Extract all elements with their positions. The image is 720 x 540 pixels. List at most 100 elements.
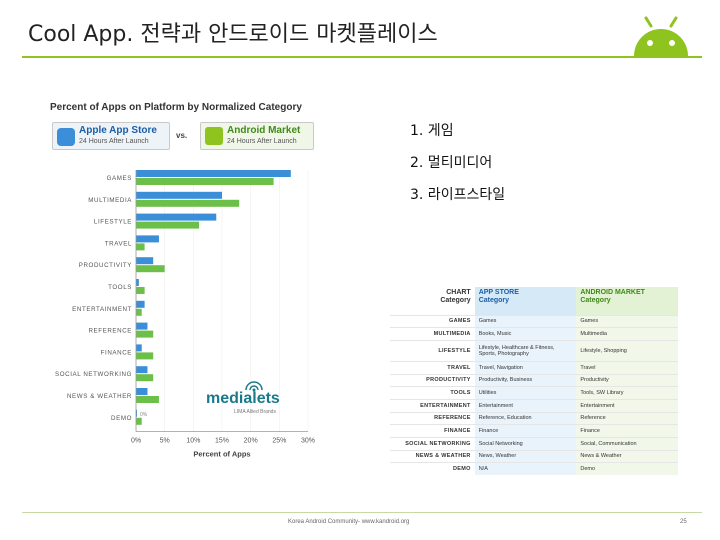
- android-robot-icon: [634, 16, 688, 56]
- category-rank-list: 1. 게임 2. 멀티미디어 3. 라이프스타일: [410, 120, 505, 216]
- row-chart-category: PRODUCTIVITY: [390, 373, 475, 387]
- category-label: TOOLS: [108, 284, 132, 291]
- tick-label: 25%: [272, 438, 286, 445]
- row-chart-category: FINANCE: [390, 424, 475, 438]
- table-header-row: CHART Category APP STORE Category ANDROI…: [390, 287, 678, 315]
- table-row: TOOLS Utilities Tools, SW Library: [390, 386, 678, 400]
- row-android-category: Tools, SW Library: [576, 386, 678, 400]
- apple-bar: [136, 366, 148, 374]
- row-chart-category: MULTIMEDIA: [390, 327, 475, 341]
- table-row: SOCIAL NETWORKING Social Networking Social…: [390, 437, 678, 451]
- apple-bar: [136, 279, 139, 286]
- tick-label: 15%: [215, 438, 229, 445]
- table-row: GAMES Games Games: [390, 314, 678, 328]
- android-bar: [136, 243, 145, 251]
- category-label: DEMO: [111, 415, 132, 422]
- tick-label: 20%: [244, 438, 258, 445]
- chart-annotation: 0%: [140, 412, 148, 418]
- android-badge-subtitle: 24 Hours After Launch: [227, 138, 297, 145]
- table-row: MULTIMEDIA Books, Music Multimedia: [390, 327, 678, 341]
- category-label: FINANCE: [101, 349, 132, 356]
- category-label: ENTERTAINMENT: [72, 306, 132, 313]
- android-bar: [136, 178, 274, 185]
- header-chart-category: CHART Category: [440, 289, 471, 305]
- category-label: REFERENCE: [88, 328, 132, 335]
- apple-bar: [136, 388, 148, 395]
- slide-title: Cool App. 전략과 안드로이드 마켓플레이스: [28, 22, 438, 47]
- row-android-category: Lifestyle, Shopping: [576, 339, 678, 362]
- vs-label: vs.: [176, 131, 188, 140]
- apple-bar: [136, 409, 137, 417]
- row-app-store-category: Productivity, Business: [474, 373, 577, 387]
- row-app-store-category: N/A: [474, 462, 577, 475]
- android-market-badge: Android Market 24 Hours After Launch: [200, 122, 314, 150]
- app-store-icon: [57, 128, 75, 146]
- table-row: LIFESTYLE Lifestyle, Healthcare & Fitness…: [390, 339, 678, 362]
- apple-bar: [136, 257, 154, 265]
- row-android-category: Social, Communication: [576, 437, 678, 451]
- row-android-category: News & Weather: [576, 449, 678, 463]
- row-chart-category: GAMES: [390, 314, 475, 328]
- x-axis-label: Percent of Apps: [193, 450, 250, 459]
- category-label: LIFESTYLE: [94, 219, 132, 226]
- table-row: FINANCE Finance Finance: [390, 424, 678, 438]
- android-bar: [136, 417, 142, 425]
- medialets-logo: medialets LIMA Allied Brands: [206, 376, 296, 416]
- apple-bar: [136, 213, 217, 221]
- medialets-subtitle: LIMA Allied Brands: [234, 409, 276, 415]
- apple-bar: [136, 191, 222, 199]
- row-android-category: Productivity: [576, 373, 678, 387]
- row-app-store-category: Reference, Education: [474, 411, 577, 425]
- chart-panel: Percent of Apps on Platform by Normalize…: [40, 96, 340, 466]
- row-app-store-category: Finance: [474, 424, 577, 438]
- table-row: TRAVEL Travel, Navigation Travel: [390, 361, 678, 375]
- broadcast-waves-icon: [245, 381, 263, 392]
- apple-bar: [136, 170, 291, 177]
- page-number: 25: [680, 519, 687, 525]
- category-mapping-table: CHART Category APP STORE Category ANDROI…: [390, 287, 678, 475]
- apple-bar: [136, 300, 145, 308]
- row-chart-category: NEWS & WEATHER: [390, 449, 475, 463]
- android-bar: [136, 374, 154, 382]
- tick-label: 30%: [301, 438, 315, 445]
- row-app-store-category: Books, Music: [474, 327, 577, 341]
- row-app-store-category: News, Weather: [474, 449, 577, 463]
- android-badge-title: Android Market: [227, 125, 301, 136]
- rank-item: 2. 멀티미디어: [410, 155, 493, 171]
- row-android-category: Finance: [576, 424, 678, 438]
- android-bar: [136, 221, 200, 229]
- header-android-market-category: ANDROID MARKET Category: [576, 287, 678, 315]
- row-android-category: Travel: [576, 361, 678, 375]
- row-app-store-category: Lifestyle, Healthcare & Fitness, Sports,…: [474, 339, 577, 362]
- row-app-store-category: Social Networking: [474, 437, 577, 451]
- android-bar: [136, 265, 165, 273]
- table-row: REFERENCE Reference, Education Reference: [390, 411, 678, 425]
- apple-bar: [136, 344, 142, 352]
- row-android-category: Entertainment: [576, 399, 678, 413]
- header-app-store-category: APP STORE Category: [474, 287, 577, 315]
- table-row: ENTERTAINMENT Entertainment Entertainment: [390, 399, 678, 413]
- row-android-category: Multimedia: [576, 327, 678, 341]
- chart-title: Percent of Apps on Platform by Normalize…: [50, 102, 302, 113]
- title-divider: [22, 56, 702, 58]
- row-android-category: Reference: [576, 411, 678, 425]
- row-app-store-category: Games: [474, 314, 577, 328]
- category-label: TRAVEL: [105, 240, 132, 247]
- rank-item: 3. 라이프스타일: [410, 187, 506, 203]
- android-bar: [136, 330, 154, 338]
- category-label: GAMES: [107, 175, 132, 182]
- medialets-wordmark: medialets: [206, 390, 280, 407]
- row-app-store-category: Entertainment: [474, 399, 577, 413]
- android-bar: [136, 199, 240, 207]
- row-chart-category: ENTERTAINMENT: [390, 399, 475, 413]
- row-chart-category: REFERENCE: [390, 411, 475, 425]
- row-android-category: Demo: [576, 462, 678, 475]
- table-row: DEMO N/A Demo: [390, 462, 678, 475]
- apple-bar: [136, 322, 148, 330]
- table-row: PRODUCTIVITY Productivity, Business Produc…: [390, 373, 678, 387]
- tick-label: 5%: [160, 438, 170, 445]
- row-chart-category: TOOLS: [390, 386, 475, 400]
- android-bar: [136, 287, 145, 294]
- category-label: SOCIAL NETWORKING: [55, 371, 132, 378]
- footer-text: Korea Android Community- www.kandroid.or…: [288, 519, 410, 525]
